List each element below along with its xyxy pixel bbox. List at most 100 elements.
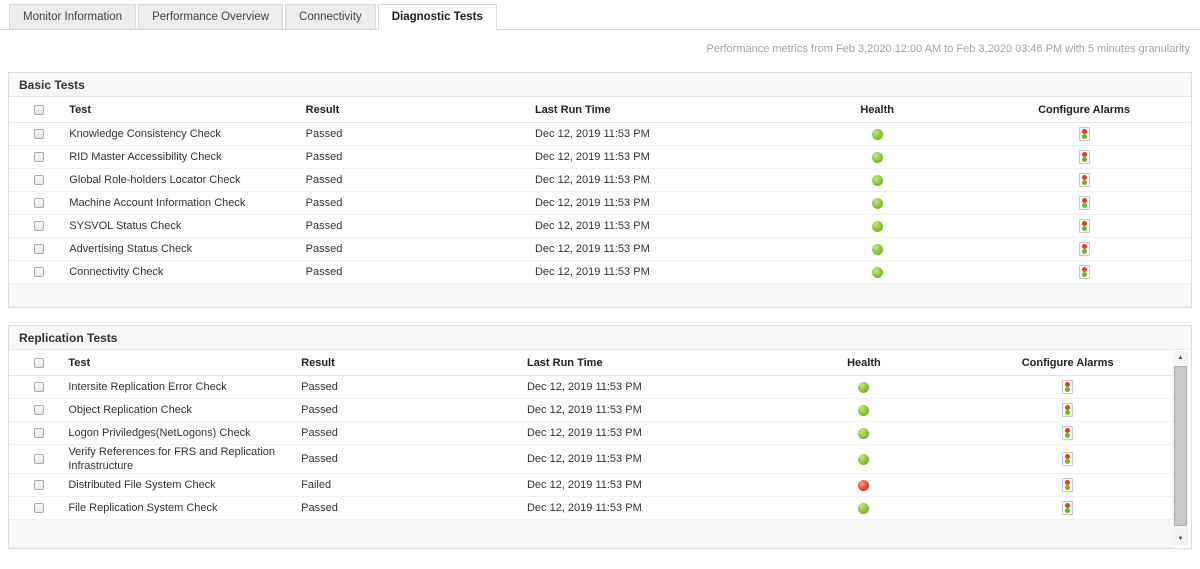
alarm-green-dot [1081, 226, 1087, 232]
table: Test Result Last Run Time Health Configu… [9, 350, 1173, 548]
alarm-red-dot [1065, 381, 1071, 387]
row-checkbox[interactable] [34, 152, 45, 163]
health-ok-led-icon [858, 404, 870, 416]
configure-alarms-icon[interactable] [1078, 265, 1090, 279]
configure-alarms-icon[interactable] [1078, 150, 1090, 164]
alarm-green-dot [1065, 485, 1071, 491]
section-content: Test Result Last Run Time Health Configu… [9, 97, 1191, 307]
row-checkbox[interactable] [34, 267, 45, 278]
row-cell-checkbox [9, 266, 69, 278]
health-cell [777, 128, 977, 140]
row-cell-checkbox [9, 502, 68, 514]
alarm-red-dot [1065, 479, 1071, 485]
row-cell-checkbox [9, 151, 69, 163]
test-result: Passed [305, 243, 343, 255]
section-footer [9, 284, 1191, 307]
last-run-time: Dec 12, 2019 11:53 PM [526, 404, 642, 416]
scroll-thumb[interactable] [1174, 366, 1187, 526]
select-all-checkbox[interactable] [34, 104, 45, 115]
configure-alarms-cell [962, 478, 1173, 492]
configure-alarms-cell [977, 150, 1191, 164]
configure-alarms-icon[interactable] [1062, 403, 1074, 417]
row-checkbox[interactable] [33, 480, 44, 491]
column-header-result: Result [305, 103, 340, 116]
alarm-red-dot [1081, 243, 1087, 249]
health-ok-led-icon [871, 174, 883, 186]
scroll-up-icon[interactable]: ▲ [1173, 351, 1188, 365]
alarm-green-dot [1065, 387, 1071, 393]
test-result: Passed [305, 220, 343, 232]
row-checkbox[interactable] [34, 221, 45, 232]
alarm-green-dot [1065, 410, 1071, 416]
alarm-red-dot [1081, 197, 1087, 203]
table-row: Global Role-holders Locator Check Passed D… [9, 169, 1191, 192]
row-checkbox[interactable] [33, 454, 44, 465]
configure-alarms-icon[interactable] [1062, 426, 1074, 440]
column-header-test: Test [69, 103, 92, 116]
alarm-green-dot [1081, 180, 1087, 186]
test-result: Passed [305, 266, 343, 278]
configure-alarms-icon[interactable] [1078, 242, 1090, 256]
last-run-time: Dec 12, 2019 11:53 PM [526, 381, 642, 393]
health-cell [777, 151, 977, 163]
test-name: Distributed File System Check [68, 479, 216, 491]
row-checkbox[interactable] [34, 198, 45, 209]
configure-alarms-icon[interactable] [1062, 478, 1074, 492]
row-checkbox[interactable] [33, 503, 44, 514]
row-checkbox[interactable] [33, 405, 44, 416]
configure-alarms-icon[interactable] [1078, 219, 1090, 233]
configure-alarms-icon[interactable] [1062, 501, 1074, 515]
table-row: Object Replication Check Passed Dec 12, 20… [9, 399, 1173, 422]
table-header-row: Test Result Last Run Time Health Configu… [9, 350, 1173, 376]
row-checkbox[interactable] [34, 244, 45, 255]
health-cell [766, 453, 963, 465]
last-run-time: Dec 12, 2019 11:53 PM [526, 479, 642, 491]
configure-alarms-cell [977, 242, 1191, 256]
table-row: Knowledge Consistency Check Passed Dec 12,… [9, 123, 1191, 146]
row-cell-checkbox [9, 453, 68, 465]
configure-alarms-icon[interactable] [1062, 380, 1074, 394]
health-cell [766, 479, 963, 491]
test-result: Passed [301, 453, 338, 465]
configure-alarms-cell [962, 501, 1173, 515]
row-checkbox[interactable] [33, 382, 44, 393]
last-run-time: Dec 12, 2019 11:53 PM [534, 174, 650, 186]
last-run-time: Dec 12, 2019 11:53 PM [534, 220, 650, 232]
table-row: Verify References for FRS and Replicatio… [9, 445, 1173, 474]
test-result: Passed [301, 427, 338, 439]
scroll-down-icon[interactable]: ▼ [1173, 532, 1188, 546]
health-ok-led-icon [858, 453, 870, 465]
health-cell [766, 381, 963, 393]
configure-alarms-icon[interactable] [1062, 452, 1074, 466]
configure-alarms-icon[interactable] [1078, 196, 1090, 210]
column-header-health: Health [860, 103, 894, 116]
section-basic-tests: Basic Tests Test Result Last Run Time He… [8, 72, 1192, 308]
row-cell-checkbox [9, 243, 69, 255]
vertical-scrollbar[interactable]: ▲ ▼ [1173, 351, 1188, 546]
configure-alarms-icon[interactable] [1078, 173, 1090, 187]
select-all-checkbox[interactable] [33, 357, 44, 368]
row-checkbox[interactable] [34, 175, 45, 186]
health-ok-led-icon [871, 128, 883, 140]
test-name: Connectivity Check [69, 266, 164, 278]
configure-alarms-cell [977, 127, 1191, 141]
health-cell [777, 174, 977, 186]
last-run-time: Dec 12, 2019 11:53 PM [534, 128, 650, 140]
configure-alarms-icon[interactable] [1078, 127, 1090, 141]
header-cell-checkbox [9, 104, 69, 116]
column-header-last-run-time: Last Run Time [526, 356, 603, 369]
test-name: Intersite Replication Error Check [68, 381, 227, 393]
alarm-green-dot [1081, 134, 1087, 140]
health-cell [766, 502, 963, 514]
row-checkbox[interactable] [33, 428, 44, 439]
row-cell-checkbox [9, 404, 68, 416]
tab-connectivity[interactable]: Connectivity [285, 4, 376, 30]
row-checkbox[interactable] [34, 129, 45, 140]
section-replication-tests: Replication Tests Test Result Last Run T… [8, 325, 1192, 549]
column-header-test: Test [68, 356, 91, 369]
section-footer [9, 520, 1173, 548]
alarm-red-dot [1081, 220, 1087, 226]
tab-performance-overview[interactable]: Performance Overview [138, 4, 284, 30]
tab-monitor-information[interactable]: Monitor Information [9, 4, 137, 30]
tab-diagnostic-tests[interactable]: Diagnostic Tests [377, 4, 497, 30]
